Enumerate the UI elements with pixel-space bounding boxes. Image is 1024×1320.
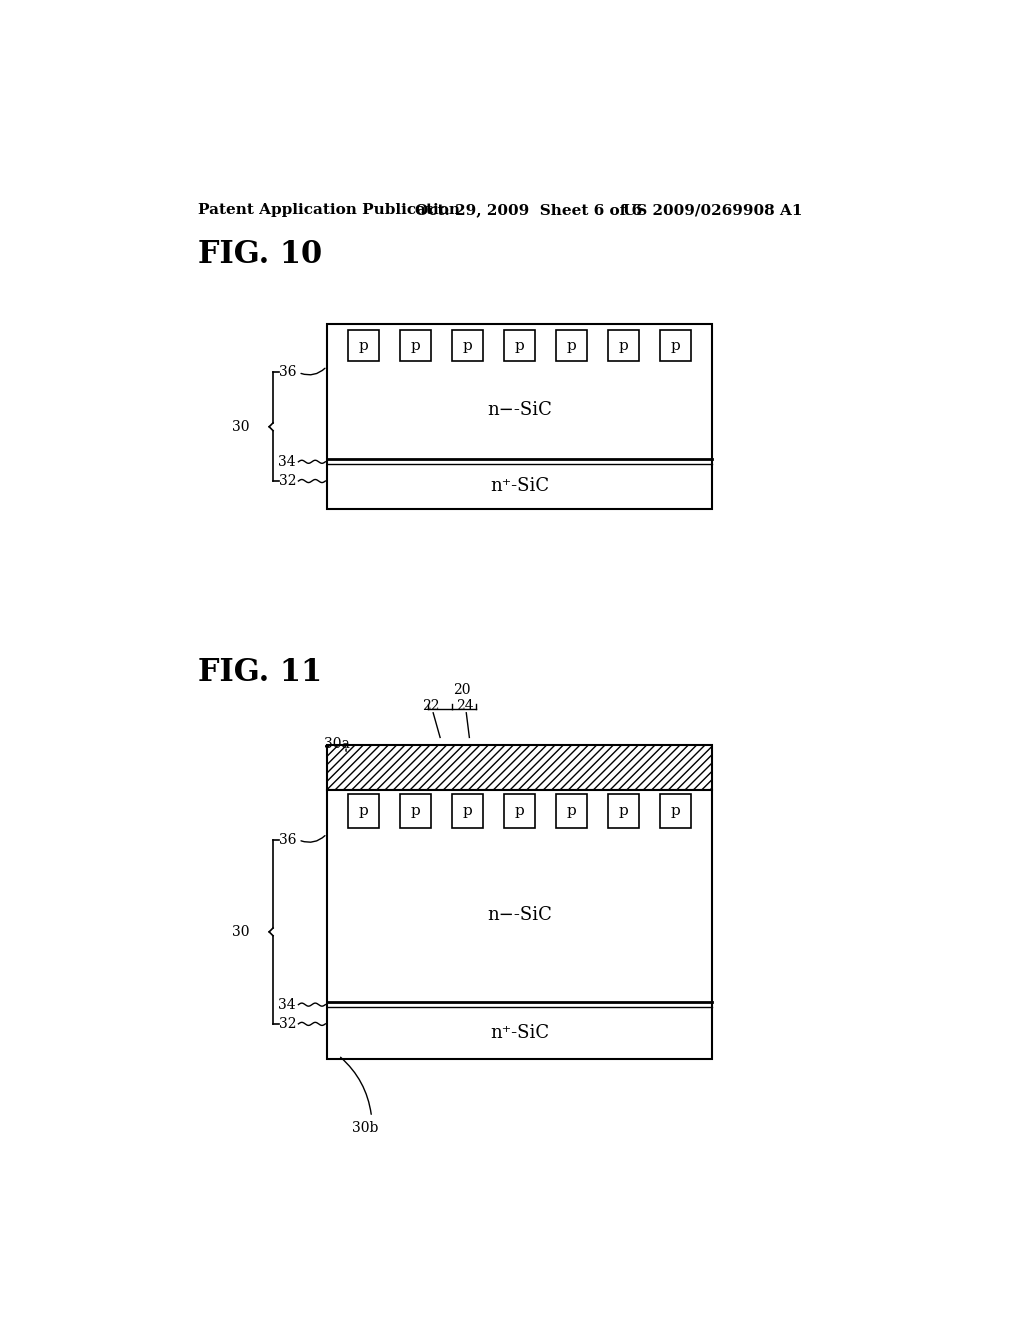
- Text: 32: 32: [279, 1016, 296, 1031]
- Bar: [659, 330, 691, 360]
- Bar: [504, 793, 535, 829]
- Bar: [452, 330, 483, 360]
- Text: 30b: 30b: [352, 1121, 379, 1135]
- Text: 20: 20: [453, 684, 470, 697]
- Text: p: p: [463, 338, 472, 352]
- Text: Oct. 29, 2009  Sheet 6 of 6: Oct. 29, 2009 Sheet 6 of 6: [416, 203, 643, 216]
- Text: 34: 34: [279, 998, 296, 1011]
- Bar: [504, 330, 535, 360]
- Text: 30a: 30a: [324, 738, 350, 751]
- Text: p: p: [618, 338, 629, 352]
- Text: 32: 32: [279, 474, 296, 488]
- Text: p: p: [514, 338, 524, 352]
- Text: 24: 24: [456, 698, 473, 713]
- Text: p: p: [411, 338, 420, 352]
- Text: Patent Application Publication: Patent Application Publication: [199, 203, 461, 216]
- Text: 30: 30: [232, 925, 250, 939]
- Text: US 2009/0269908 A1: US 2009/0269908 A1: [624, 203, 803, 216]
- Bar: [327, 744, 712, 789]
- Text: p: p: [463, 804, 472, 818]
- Bar: [452, 793, 483, 829]
- Text: n−-SiC: n−-SiC: [487, 906, 552, 924]
- Text: p: p: [411, 804, 420, 818]
- Bar: [400, 793, 431, 829]
- Text: 36: 36: [279, 833, 296, 847]
- Text: FIG. 10: FIG. 10: [199, 239, 323, 271]
- Text: p: p: [566, 804, 577, 818]
- Text: p: p: [358, 804, 369, 818]
- Text: 34: 34: [279, 455, 296, 469]
- Text: p: p: [358, 338, 369, 352]
- Text: 30: 30: [232, 420, 250, 434]
- Bar: [608, 330, 639, 360]
- Bar: [327, 789, 712, 1059]
- Text: 22: 22: [422, 698, 439, 713]
- Text: 36: 36: [279, 366, 296, 379]
- Bar: [348, 330, 379, 360]
- Bar: [327, 323, 712, 508]
- Bar: [556, 793, 587, 829]
- Bar: [659, 793, 691, 829]
- Text: FIG. 11: FIG. 11: [199, 657, 323, 688]
- Bar: [400, 330, 431, 360]
- Text: n⁺-SiC: n⁺-SiC: [489, 1024, 549, 1041]
- Text: p: p: [671, 338, 680, 352]
- Text: p: p: [671, 804, 680, 818]
- Bar: [348, 793, 379, 829]
- Text: n⁺-SiC: n⁺-SiC: [489, 478, 549, 495]
- Text: p: p: [566, 338, 577, 352]
- Text: p: p: [514, 804, 524, 818]
- Text: p: p: [618, 804, 629, 818]
- Bar: [608, 793, 639, 829]
- Bar: [556, 330, 587, 360]
- Text: n−-SiC: n−-SiC: [487, 401, 552, 418]
